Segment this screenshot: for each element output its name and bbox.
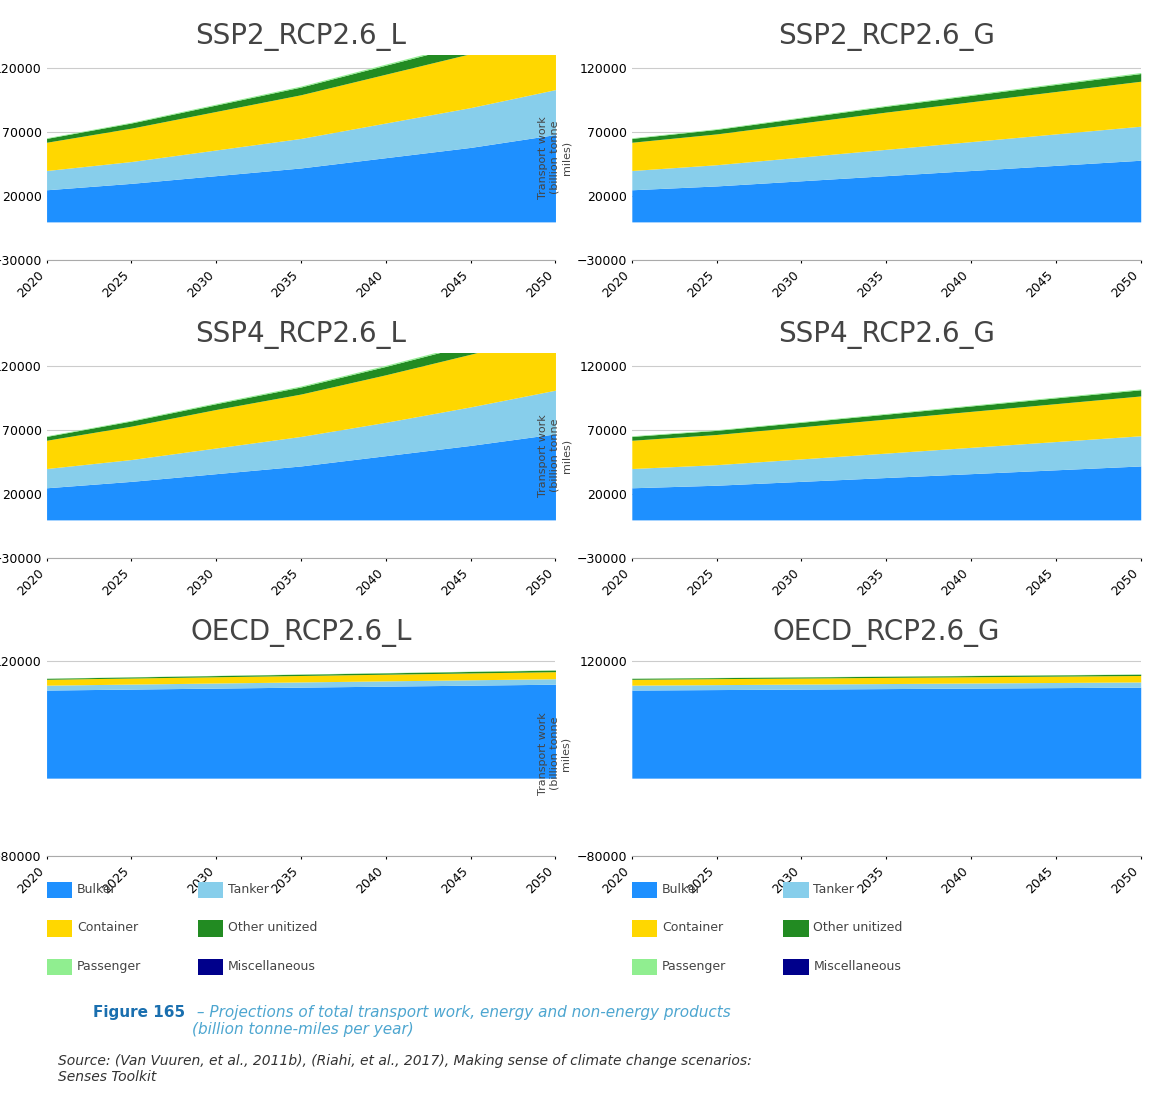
Text: Container: Container bbox=[662, 921, 723, 934]
Y-axis label: Transport work
(billion tonne
miles): Transport work (billion tonne miles) bbox=[538, 414, 572, 497]
Text: Source: (Van Vuuren, et al., 2011b), (Riahi, et al., 2017), Making sense of clim: Source: (Van Vuuren, et al., 2011b), (Ri… bbox=[58, 1054, 752, 1085]
Title: OECD_RCP2.6_L: OECD_RCP2.6_L bbox=[190, 619, 412, 647]
Text: Passenger: Passenger bbox=[77, 960, 141, 973]
Text: Bulker: Bulker bbox=[77, 883, 116, 896]
Y-axis label: Transport work
(billion tonne
miles): Transport work (billion tonne miles) bbox=[538, 713, 570, 795]
Text: Bulker: Bulker bbox=[662, 883, 702, 896]
Text: Figure 165: Figure 165 bbox=[93, 1005, 185, 1020]
Y-axis label: Transport work
(billion tonne
miles): Transport work (billion tonne miles) bbox=[538, 116, 572, 199]
Text: Miscellaneous: Miscellaneous bbox=[814, 960, 901, 973]
Text: Tanker: Tanker bbox=[814, 883, 854, 896]
Text: Other unitized: Other unitized bbox=[814, 921, 903, 934]
Title: OECD_RCP2.6_G: OECD_RCP2.6_G bbox=[773, 619, 1000, 647]
Text: Miscellaneous: Miscellaneous bbox=[228, 960, 315, 973]
Title: SSP2_RCP2.6_G: SSP2_RCP2.6_G bbox=[778, 23, 995, 51]
Text: – Projections of total transport work, energy and non-energy products
(billion t: – Projections of total transport work, e… bbox=[192, 1005, 731, 1038]
Text: Passenger: Passenger bbox=[662, 960, 726, 973]
Title: SSP2_RCP2.6_L: SSP2_RCP2.6_L bbox=[196, 23, 406, 51]
Text: Tanker: Tanker bbox=[228, 883, 269, 896]
Title: SSP4_RCP2.6_G: SSP4_RCP2.6_G bbox=[778, 321, 995, 349]
Text: Container: Container bbox=[77, 921, 139, 934]
Title: SSP4_RCP2.6_L: SSP4_RCP2.6_L bbox=[196, 321, 406, 349]
Text: Other unitized: Other unitized bbox=[228, 921, 318, 934]
